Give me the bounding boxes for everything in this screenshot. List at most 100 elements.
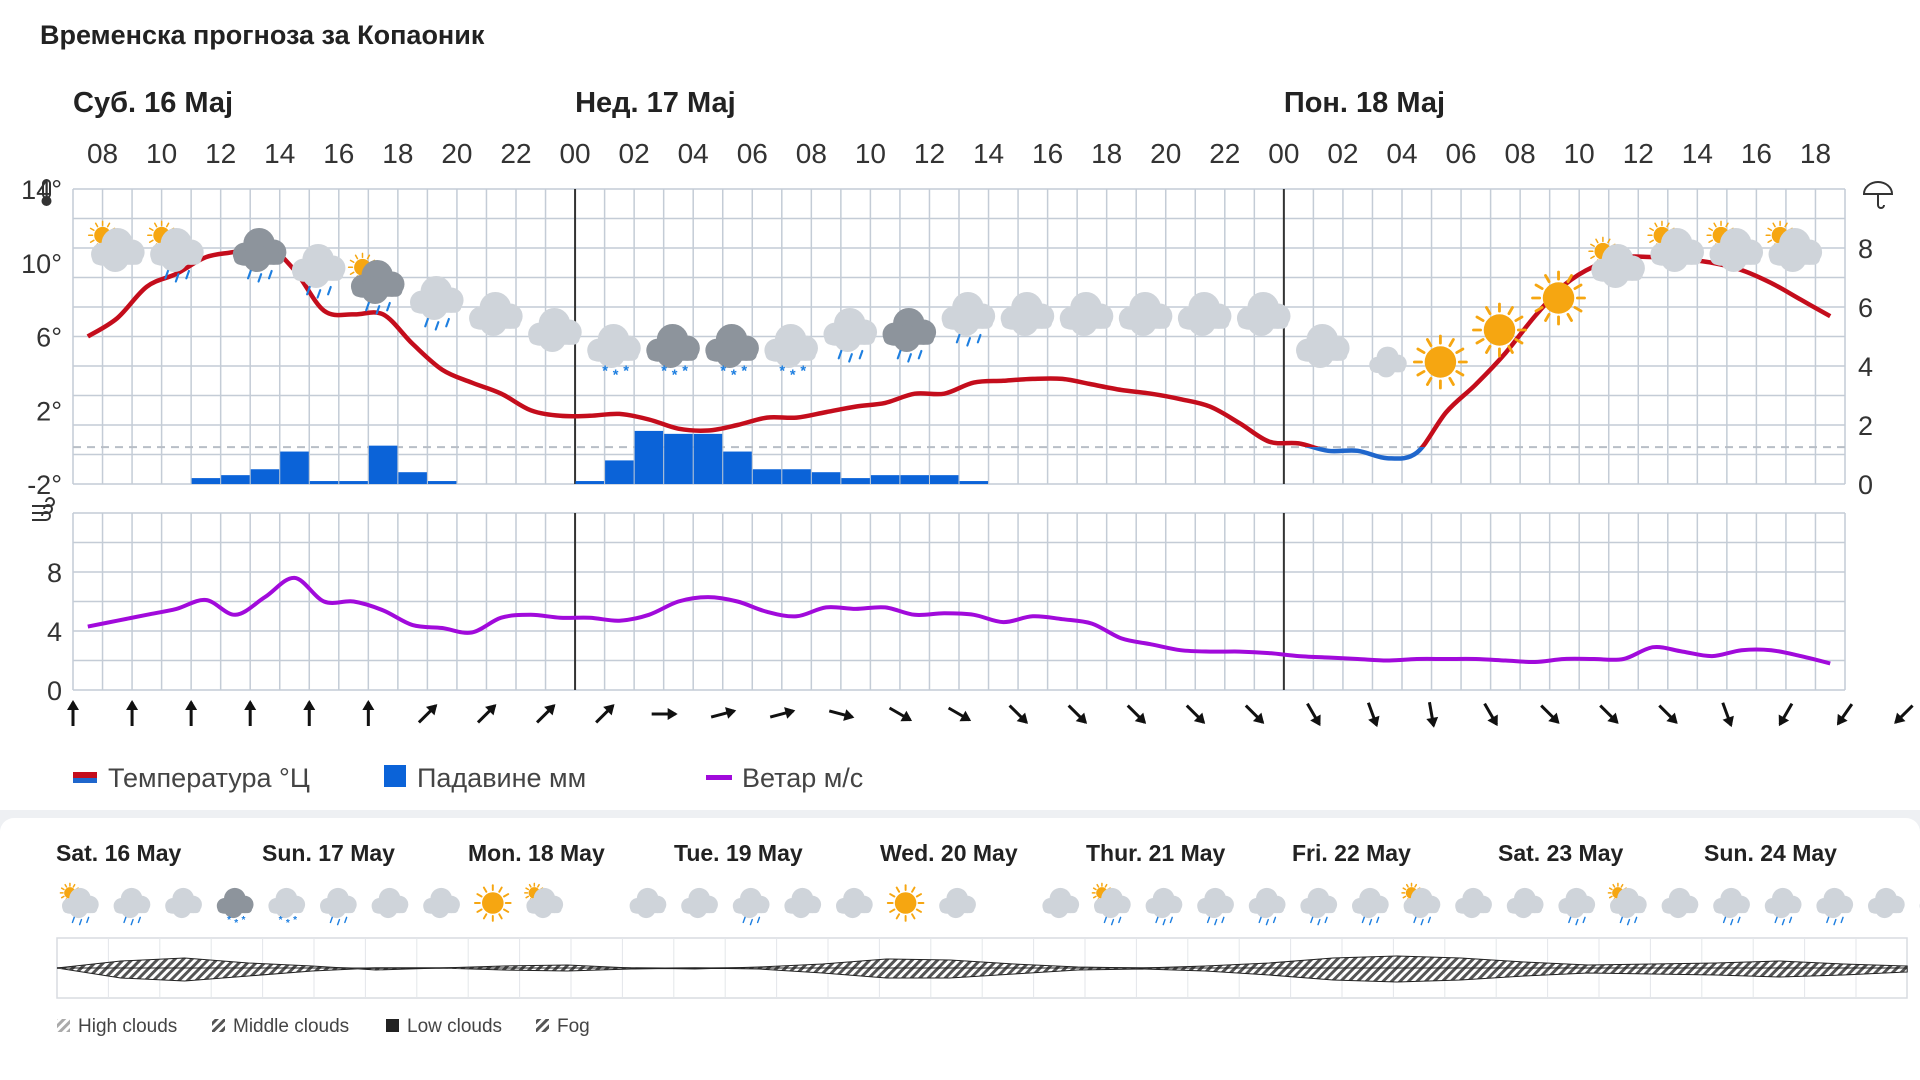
cloud-base — [372, 904, 407, 914]
cloud-base — [1710, 252, 1761, 265]
week-day-label: Mon. 18 May — [468, 840, 605, 866]
cloud-base — [1817, 904, 1852, 914]
precip-bar — [752, 469, 782, 484]
cloud-base — [1868, 904, 1904, 914]
rain-drop — [316, 289, 322, 299]
sun-ray — [1590, 255, 1595, 259]
sun-ray — [1096, 883, 1100, 888]
sun-ray — [476, 893, 483, 898]
snow-flake: * — [720, 363, 726, 379]
cloud-rain-icon — [1713, 887, 1750, 926]
arrow-head — [485, 704, 497, 716]
cloud-rain-icon — [1816, 887, 1854, 926]
hour-label: 10 — [1564, 138, 1595, 169]
rain-drop — [1722, 916, 1727, 924]
moon-cloud-icon — [1042, 885, 1080, 919]
sun-ray — [1406, 883, 1409, 888]
cloud-base — [1610, 904, 1646, 914]
rain-drop — [756, 916, 761, 924]
sun-ray — [498, 913, 503, 920]
hour-label: 20 — [1150, 138, 1181, 169]
hour-label: 20 — [441, 138, 472, 169]
cloud-base — [1769, 252, 1820, 265]
week-legend-swatch — [57, 1019, 70, 1032]
week-legend-swatch — [212, 1019, 225, 1032]
rain-drop — [1626, 918, 1631, 926]
rain-drop — [742, 916, 746, 924]
rain-drop — [1110, 918, 1115, 926]
cloud-icon — [528, 307, 582, 353]
arrow-head — [843, 709, 855, 721]
sun-ray — [1544, 312, 1551, 322]
arrow-head — [1836, 713, 1848, 726]
rain-drop — [1103, 916, 1107, 924]
sun-ray — [1649, 227, 1654, 232]
cloud-icon — [784, 887, 822, 919]
rain-drop — [130, 918, 134, 926]
dark-cloud-snow-icon: * * * — [705, 323, 759, 384]
sun-ray — [106, 222, 111, 228]
precip-bar — [693, 433, 723, 484]
sun-ray — [889, 893, 896, 898]
wind-direction-arrow — [1067, 704, 1088, 724]
precip-bar — [368, 445, 398, 484]
cloud-base — [588, 348, 639, 361]
snow-flake: * — [286, 918, 290, 929]
wind-direction-arrow — [1894, 704, 1914, 724]
sun-ray — [525, 887, 530, 891]
rain-drop — [1118, 916, 1122, 924]
arrow-head — [1368, 715, 1380, 728]
moon-cloud-icon — [469, 288, 523, 337]
wind-direction-arrow — [1599, 704, 1619, 724]
snow-flake: * — [241, 915, 245, 926]
sun-ray — [64, 883, 68, 888]
cloud-rain-icon — [1248, 887, 1286, 926]
cloud-base — [883, 332, 934, 345]
precip-bar — [929, 475, 959, 484]
sun-icon — [1412, 334, 1468, 390]
sun-ray — [1475, 315, 1485, 322]
hour-label: 06 — [737, 138, 768, 169]
sun-ray — [165, 222, 170, 228]
arrow-head — [1722, 715, 1734, 728]
dark-cloud-snow-icon: * * * — [216, 887, 254, 929]
hour-label: 00 — [559, 138, 590, 169]
day-label: Пон. 18 Мај — [1284, 87, 1445, 119]
sun-ray — [1485, 344, 1492, 354]
cloud-base — [836, 904, 872, 914]
legend-precip-swatch — [384, 765, 406, 787]
arrow-head — [1252, 712, 1265, 724]
wind-axis-label: 0 — [47, 676, 62, 706]
moon-cloud-icon — [1661, 885, 1699, 919]
sun-ray — [1534, 283, 1544, 290]
sun-ray — [89, 239, 95, 243]
legend-wind-swatch — [706, 775, 732, 780]
sun-cloud-icon — [87, 220, 145, 273]
temp-axis-label: 2° — [36, 396, 62, 426]
rain-drop — [327, 285, 332, 296]
cloud-base — [1404, 904, 1439, 914]
rain-drop — [1221, 916, 1225, 924]
rain-drop — [185, 269, 191, 280]
precip-axis-label: 8 — [1858, 234, 1873, 264]
snow-flake: * — [293, 915, 297, 926]
wind-direction-arrow — [67, 700, 79, 726]
sun-ray — [895, 913, 901, 920]
cloud-base — [1352, 904, 1388, 914]
forecast-panel: Временска прогноза за Копаоник Суб. 16 М… — [0, 0, 1920, 810]
precip-bar — [250, 469, 280, 484]
cloud-snow-icon: * * * — [764, 323, 818, 384]
sun-ray — [1767, 227, 1773, 232]
precip-bar — [575, 481, 605, 484]
cloud-icon — [681, 887, 718, 919]
cloud-rain-icon — [1558, 887, 1596, 926]
cloud-base — [1178, 316, 1230, 329]
cloud-base — [1119, 316, 1171, 329]
sun-disc — [1483, 314, 1516, 346]
precip-bar — [339, 481, 368, 484]
moon-moon — [1361, 336, 1372, 358]
rain-drop — [1169, 916, 1173, 924]
arrow-head — [544, 704, 556, 716]
rain-drop — [1155, 916, 1159, 924]
cloud-base — [1369, 363, 1406, 373]
